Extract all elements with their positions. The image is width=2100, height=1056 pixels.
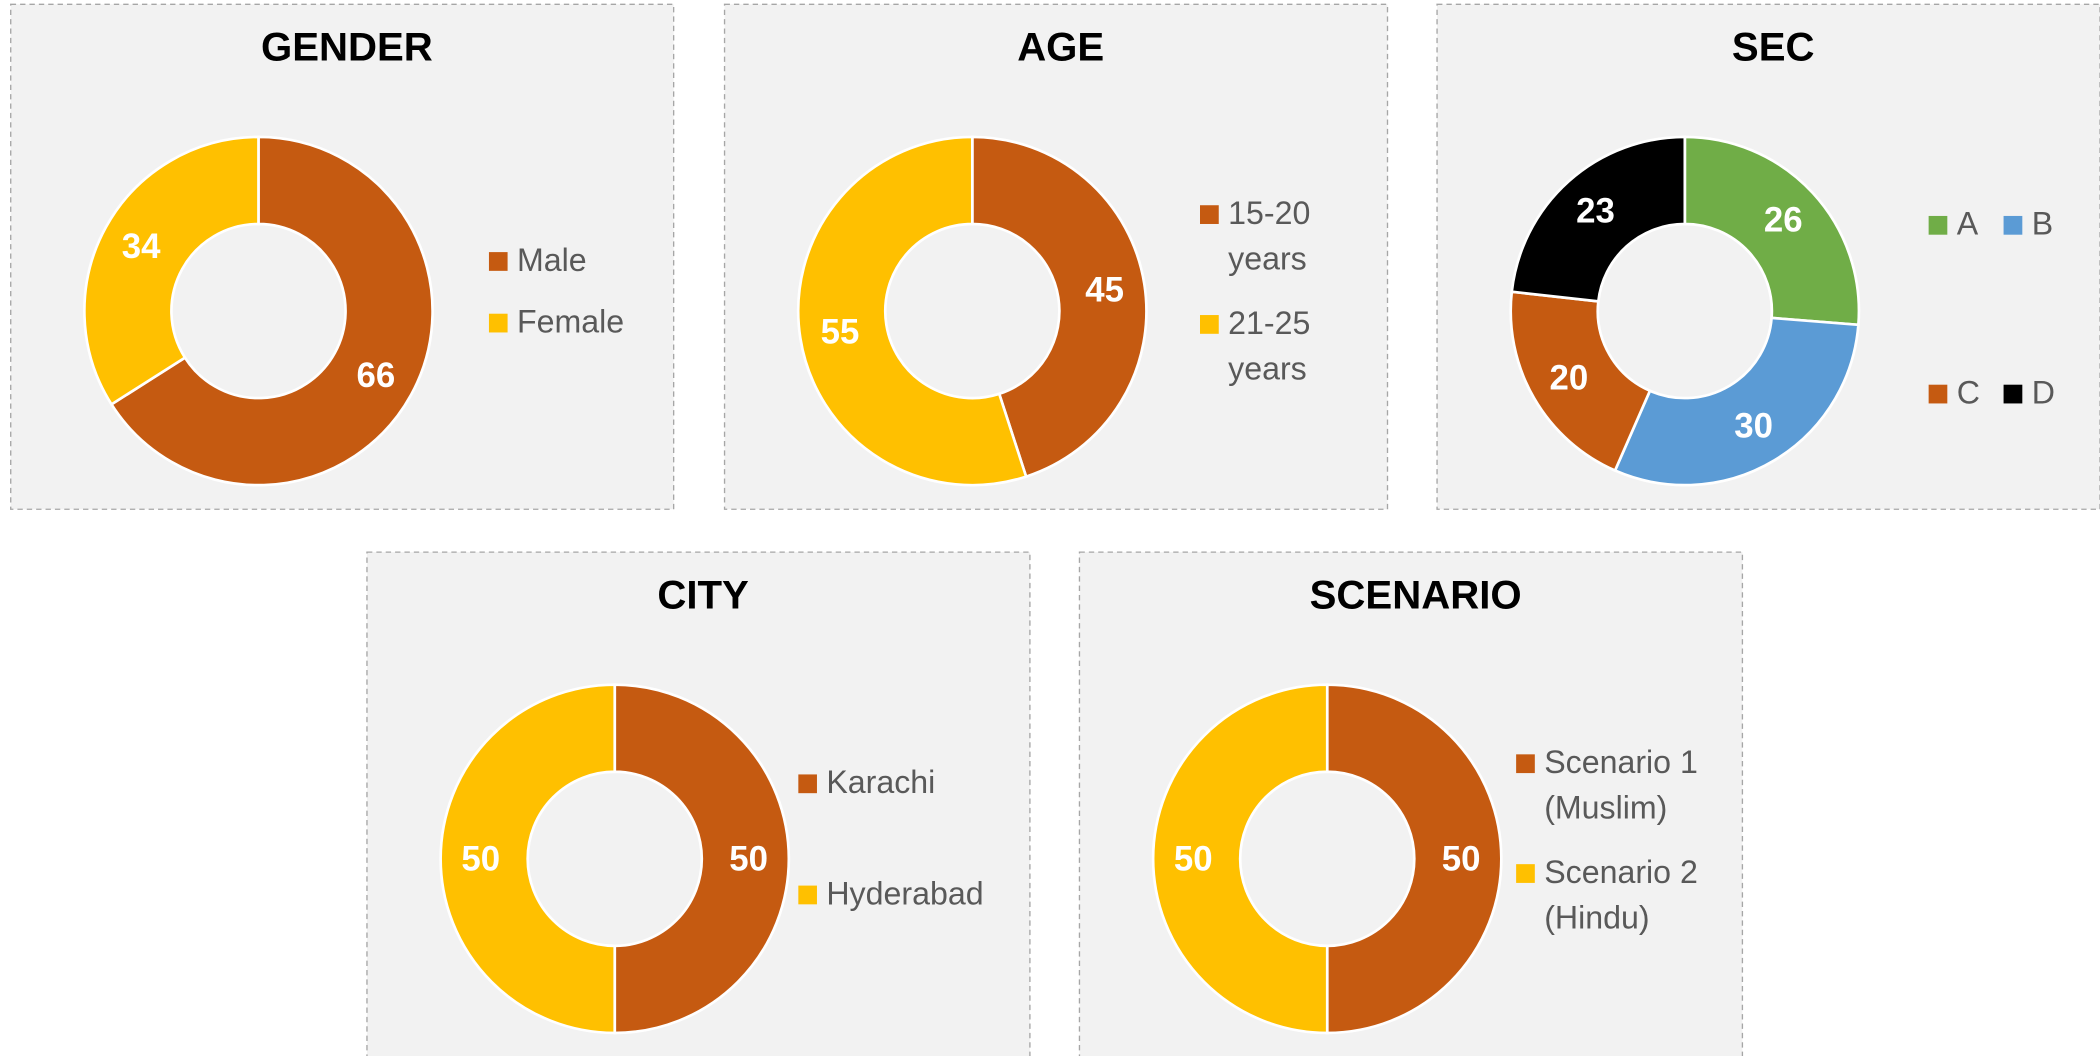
legend-swatch xyxy=(1200,315,1219,334)
legend-label: 21-25 years xyxy=(1228,305,1311,388)
legend-item: Karachi xyxy=(798,761,1012,807)
donut-slice xyxy=(439,683,617,1035)
chart-panel: SEC 26 30 20 23 A B C D xyxy=(1436,3,2100,510)
legend-box: 15-20 years 21-25 years xyxy=(1200,192,1347,393)
chart-title: SEC xyxy=(1732,25,1815,70)
legend-label: Karachi xyxy=(826,765,936,802)
legend-swatch xyxy=(798,774,817,794)
chart-title: SCENARIO xyxy=(1310,572,1522,617)
chart-panel: AGE 45 55 15-20 years 21-25 years xyxy=(723,3,1389,510)
donut-slice xyxy=(970,135,1148,479)
legend: A B C D xyxy=(1928,203,2090,417)
legend-item: Female xyxy=(488,300,663,346)
legend-label: 15-20 years xyxy=(1228,195,1311,278)
data-label: 45 xyxy=(1085,271,1124,310)
data-label: 26 xyxy=(1764,201,1803,240)
legend-label: A xyxy=(1956,206,1979,243)
donut-slice xyxy=(1683,135,1861,327)
legend-swatch xyxy=(1200,205,1219,224)
legend-label: D xyxy=(2031,375,2055,412)
data-label: 55 xyxy=(821,312,860,351)
legend-item: Scenario 1 (Muslim) xyxy=(1516,741,1717,832)
legend: 15-20 years 21-25 years xyxy=(1200,192,1347,393)
legend-swatch xyxy=(2003,215,2023,235)
legend-swatch xyxy=(798,885,817,905)
donut-slice xyxy=(83,135,260,407)
chart-title: CITY xyxy=(657,572,749,617)
chart-panel: GENDER 66 34 Male Female xyxy=(10,3,675,510)
legend-box: Karachi Hyderabad xyxy=(798,761,1012,918)
donut-slice xyxy=(1613,316,1860,487)
legend-item: Hyderabad xyxy=(798,872,1012,918)
legend-label: Scenario 2 (Hindu) xyxy=(1544,854,1698,937)
legend-item: C xyxy=(1928,371,2004,417)
donut-slice xyxy=(109,135,434,487)
donut-slice xyxy=(796,135,1028,487)
chart-panel: CITY 50 50 Karachi Hyderabad xyxy=(366,551,1031,1056)
data-label: 66 xyxy=(356,356,395,395)
donut-slice xyxy=(613,683,791,1035)
chart-title: AGE xyxy=(1017,25,1104,70)
legend-swatch xyxy=(1516,754,1535,774)
data-label: 50 xyxy=(1442,839,1481,878)
legend-item: Scenario 2 (Hindu) xyxy=(1516,851,1717,942)
legend-label: Female xyxy=(516,304,625,341)
legend-item: B xyxy=(2003,203,2079,249)
legend-label: Male xyxy=(516,242,587,279)
data-label: 50 xyxy=(1174,839,1213,878)
data-label: 50 xyxy=(729,839,768,878)
legend-box: Scenario 1 (Muslim) Scenario 2 (Hindu) xyxy=(1516,741,1717,942)
legend-item: 15-20 years xyxy=(1200,192,1347,283)
legend-item: D xyxy=(2003,371,2079,417)
donut-slice xyxy=(1509,290,1652,473)
data-label: 50 xyxy=(461,839,500,878)
donut-slice xyxy=(1151,683,1329,1035)
legend-label: Scenario 1 (Muslim) xyxy=(1544,744,1698,827)
legend-swatch xyxy=(1516,864,1535,883)
legend-item: Male xyxy=(488,239,663,285)
legend: Male Female xyxy=(488,239,663,346)
legend-label: C xyxy=(1956,375,1980,412)
data-label: 23 xyxy=(1576,192,1615,231)
legend-swatch xyxy=(1928,384,1948,404)
legend-label: B xyxy=(2031,206,2054,243)
data-label: 20 xyxy=(1549,359,1588,398)
legend-box: Male Female xyxy=(488,239,663,346)
legend-swatch xyxy=(488,252,508,271)
donut-slice xyxy=(1510,135,1687,303)
legend: Karachi Hyderabad xyxy=(798,761,1012,918)
legend-box: A B C D xyxy=(1928,203,2090,417)
legend-label: Hyderabad xyxy=(826,876,984,913)
legend: Scenario 1 (Muslim) Scenario 2 (Hindu) xyxy=(1516,741,1717,942)
legend-swatch xyxy=(1928,215,1948,235)
chart-title: GENDER xyxy=(261,25,433,70)
donut-slice xyxy=(1325,683,1503,1035)
legend-item: A xyxy=(1928,203,2004,249)
data-label: 34 xyxy=(122,227,161,266)
legend-swatch xyxy=(488,313,508,333)
data-label: 30 xyxy=(1734,406,1773,445)
legend-item: 21-25 years xyxy=(1200,302,1347,393)
legend-swatch xyxy=(2003,384,2023,404)
